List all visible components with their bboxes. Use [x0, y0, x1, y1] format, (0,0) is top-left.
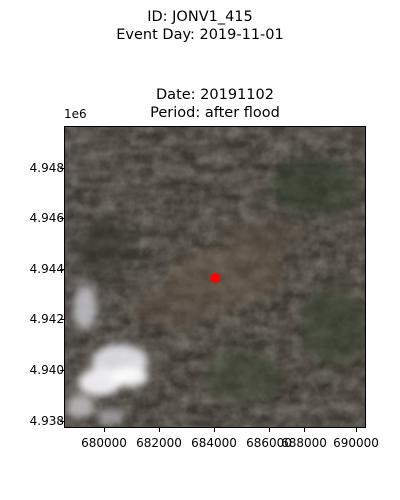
- y-tick-label: 4.948: [29, 161, 64, 175]
- x-tick-mark: [214, 428, 215, 432]
- satellite-image-plot: [64, 126, 366, 428]
- x-tick-label: 688000: [281, 436, 327, 450]
- y-tick-mark: [60, 421, 64, 422]
- y-tick-mark: [60, 168, 64, 169]
- y-tick-label: 4.938: [29, 414, 64, 428]
- cloud-cover: [66, 285, 148, 425]
- axes-title: Date: 20191102 Period: after flood: [64, 86, 366, 122]
- x-tick-mark: [104, 428, 105, 432]
- suptitle-event-day: Event Day: 2019-11-01: [116, 27, 284, 43]
- x-tick-label: 686000: [246, 436, 292, 450]
- x-tick-mark: [269, 428, 270, 432]
- y-offset-label: 1e6: [64, 107, 87, 121]
- suptitle-id: ID: JONV1_415: [147, 9, 253, 25]
- x-tick-mark: [356, 428, 357, 432]
- x-tick-label: 684000: [191, 436, 237, 450]
- x-tick-label: 680000: [81, 436, 127, 450]
- y-tick-mark: [60, 218, 64, 219]
- valley-brown: [135, 219, 300, 327]
- satellite-image: [65, 127, 365, 427]
- y-tick-label: 4.942: [29, 312, 64, 326]
- suptitle: ID: JONV1_415 Event Day: 2019-11-01: [0, 8, 400, 44]
- y-tick-label: 4.946: [29, 211, 64, 225]
- x-tick-label: 682000: [136, 436, 182, 450]
- axes-title-date: Date: 20191102: [156, 87, 274, 103]
- x-tick-mark: [304, 428, 305, 432]
- y-tick-mark: [60, 269, 64, 270]
- vegetation-patches: [75, 157, 365, 402]
- y-tick-mark: [60, 319, 64, 320]
- location-marker: [210, 273, 220, 283]
- y-tick-mark: [60, 370, 64, 371]
- axes-title-period: Period: after flood: [150, 105, 280, 121]
- x-tick-label: 690000: [333, 436, 379, 450]
- y-tick-label: 4.944: [29, 262, 64, 276]
- y-tick-label: 4.940: [29, 363, 64, 377]
- x-tick-mark: [159, 428, 160, 432]
